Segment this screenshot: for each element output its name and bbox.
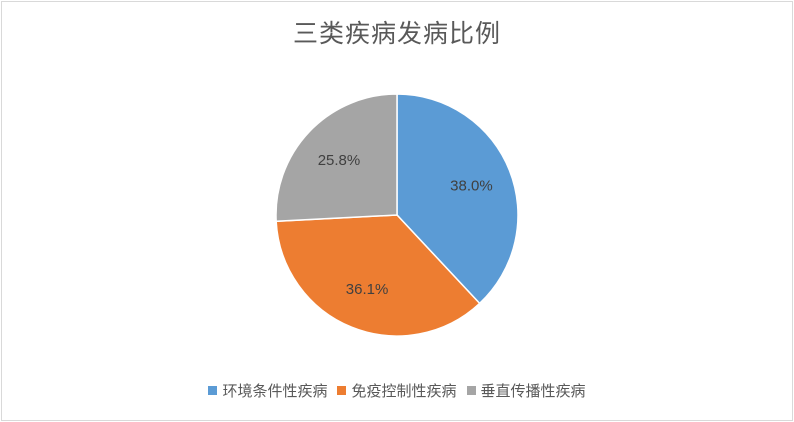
chart-title: 三类疾病发病比例 — [292, 19, 501, 48]
pie-slice — [396, 93, 519, 305]
legend-swatch — [337, 386, 347, 395]
legend-swatch — [208, 386, 218, 395]
legend-item: 垂直传播性疾病 — [466, 380, 586, 401]
legend-label: 垂直传播性疾病 — [480, 382, 586, 400]
legend: 环境条件性疾病 免疫控制性疾病 垂直传播性疾病 — [0, 380, 794, 401]
legend-item: 免疫控制性疾病 — [337, 380, 457, 401]
slice-value-label: 25.8% — [318, 152, 361, 169]
slice-value-label: 36.1% — [346, 281, 389, 298]
legend-label: 免疫控制性疾病 — [351, 382, 457, 400]
legend-label: 环境条件性疾病 — [222, 382, 328, 400]
pie-slice — [275, 93, 398, 223]
legend-item: 环境条件性疾病 — [208, 380, 327, 401]
pie-slice — [275, 214, 481, 337]
slice-value-label: 38.0% — [450, 178, 493, 195]
legend-swatch — [466, 386, 476, 395]
